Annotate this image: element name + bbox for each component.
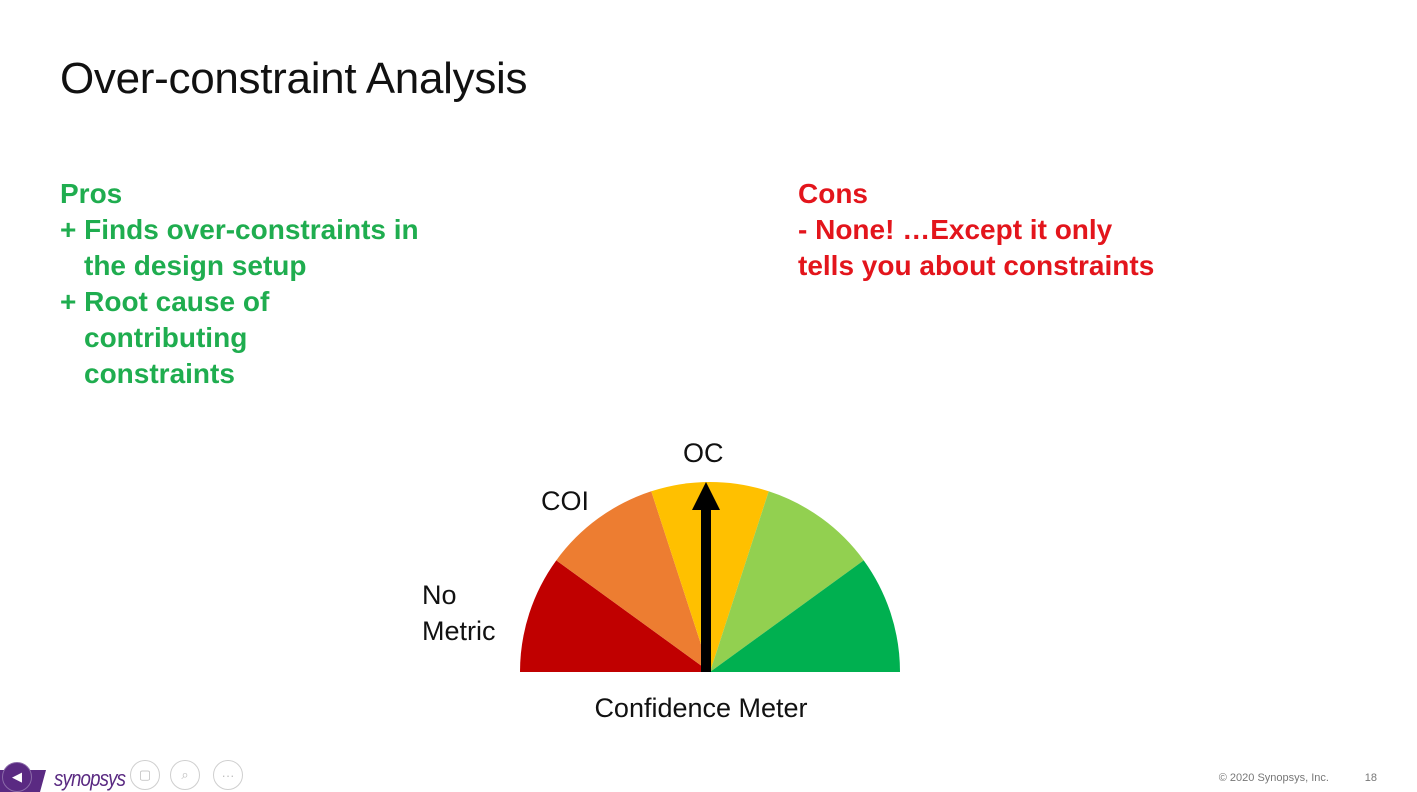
previous-icon[interactable]: ◀ (2, 762, 32, 792)
page-number: 18 (1364, 772, 1377, 784)
meter-title: Confidence Meter (594, 693, 807, 723)
label-oc: OC (683, 438, 724, 468)
confidence-meter: No Metric COI OC Confidence Meter (422, 438, 900, 723)
segment-light-green (710, 491, 864, 672)
label-no-metric-line1: No (422, 580, 457, 610)
slides-icon[interactable]: ▢ (130, 760, 160, 790)
slide-title: Over-constraint Analysis (60, 54, 528, 103)
more-icon[interactable]: ··· (213, 760, 243, 790)
synopsys-logo: synopsys (54, 766, 126, 791)
label-coi: COI (541, 486, 589, 516)
pros-column: Pros + Finds over-constraints in the des… (60, 176, 434, 392)
segment-no-metric (520, 560, 710, 672)
cons-item: - None! …Except it only tells you about … (798, 214, 1155, 281)
label-no-metric-line2: Metric (422, 616, 496, 646)
pros-heading: Pros (60, 178, 123, 209)
meter-needle (692, 482, 720, 672)
pros-item: + Finds over-constraints in the design s… (60, 214, 419, 281)
copyright-text: © 2020 Synopsys, Inc. (1218, 772, 1329, 784)
cons-column: Cons - None! …Except it only tells you a… (798, 176, 1158, 284)
segment-green (710, 560, 900, 672)
cons-heading: Cons (798, 178, 868, 209)
zoom-icon[interactable]: ⌕ (170, 760, 200, 790)
pros-item: + Root cause of contributing constraints (60, 286, 270, 389)
segment-coi (556, 491, 710, 672)
